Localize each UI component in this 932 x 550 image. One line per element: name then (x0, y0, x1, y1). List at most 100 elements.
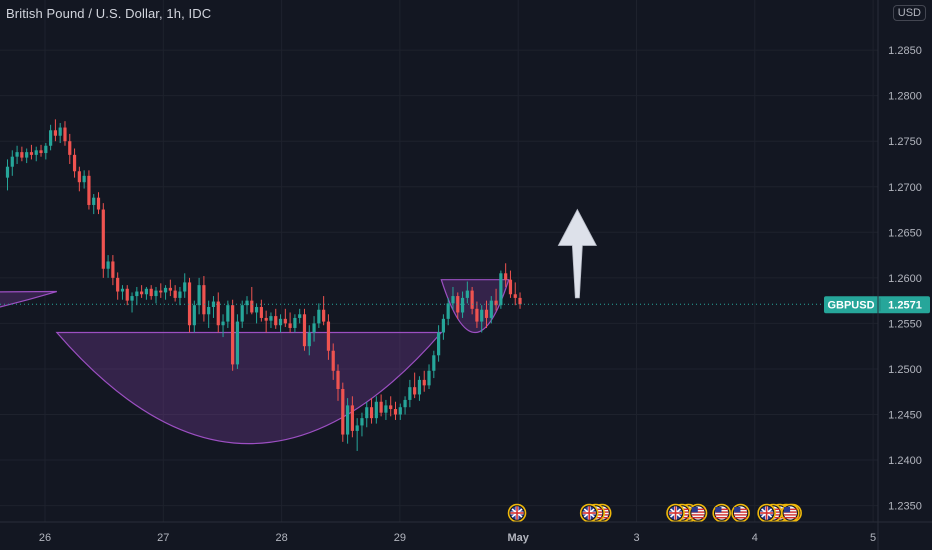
uk-flag-icon[interactable] (757, 503, 776, 523)
event-marker[interactable] (780, 503, 800, 523)
uk-flag-icon[interactable] (666, 503, 685, 523)
uk-flag-icon[interactable] (579, 503, 599, 523)
candle-body (446, 303, 450, 319)
pattern-left-cup[interactable] (0, 290, 57, 351)
candle (465, 281, 469, 304)
candle (140, 285, 144, 298)
candle (207, 300, 211, 328)
candle (168, 279, 172, 297)
candle-body (398, 407, 402, 415)
price-tick-label: 1.2500 (888, 364, 922, 376)
candle-body (130, 296, 134, 301)
candle (470, 286, 474, 315)
candle (39, 144, 43, 157)
candle-body (183, 282, 187, 292)
candle (398, 403, 402, 420)
candle (211, 296, 216, 318)
candle-body (393, 409, 398, 415)
candle-body (293, 317, 297, 328)
candle-body (39, 150, 43, 154)
candle (341, 382, 345, 442)
candle-body (29, 152, 34, 155)
candle (154, 286, 158, 304)
event-marker[interactable] (579, 503, 612, 523)
candle (307, 325, 311, 356)
candle (144, 286, 149, 300)
candle (44, 143, 48, 160)
candle-body (269, 316, 273, 321)
candle-body (475, 308, 479, 322)
candle-body (245, 300, 249, 306)
candle-body (197, 285, 201, 306)
time-tick-label: 5 (870, 532, 876, 544)
us-flag-icon[interactable] (780, 503, 800, 523)
candle-body (163, 287, 168, 293)
candle-body (82, 175, 86, 183)
candle-body (379, 401, 383, 413)
us-flag-icon[interactable] (731, 503, 750, 523)
candle-body (408, 387, 412, 400)
price-tick-label: 1.2750 (888, 136, 922, 148)
candle-body (187, 282, 192, 326)
candle-body (312, 323, 316, 333)
time-tick-label: 4 (752, 532, 758, 544)
event-marker[interactable] (712, 503, 731, 523)
candle (278, 314, 283, 333)
us-flag-icon[interactable] (712, 503, 731, 523)
candle (283, 308, 287, 328)
event-marker[interactable] (731, 503, 750, 523)
candle (58, 122, 62, 144)
cup-patterns (0, 279, 510, 445)
candle (518, 292, 522, 309)
candle-body (149, 288, 153, 297)
price-axis[interactable]: 1.2350 1.2400 1.2450 1.2500 1.2550 1.2600 1.26… (878, 0, 932, 550)
candle (413, 372, 417, 399)
candle-body (451, 296, 455, 304)
candle-body (302, 314, 307, 347)
time-tick-label: 28 (275, 532, 287, 544)
up-arrow-icon[interactable] (557, 208, 598, 299)
candle-body (518, 297, 522, 305)
candle-body (211, 301, 216, 308)
candle-body (480, 309, 484, 322)
candle (202, 276, 206, 322)
candle-body (360, 418, 364, 426)
candle (72, 148, 77, 178)
candle-body (278, 318, 283, 326)
candle-body (226, 305, 230, 322)
candle (451, 286, 455, 310)
candle-body (365, 407, 369, 419)
currency-button[interactable]: USD (892, 5, 926, 21)
candle-body (513, 294, 517, 298)
candle (10, 150, 14, 176)
event-marker[interactable] (688, 503, 708, 523)
candle-body (221, 321, 225, 326)
candle (53, 119, 57, 142)
candle (489, 296, 493, 324)
uk-flag-icon[interactable] (507, 503, 527, 523)
price-tick-label: 1.2650 (888, 227, 922, 239)
candle-body (144, 288, 149, 295)
candle (293, 314, 297, 333)
candle (437, 325, 441, 362)
event-marker[interactable] (507, 503, 527, 523)
candle (82, 170, 86, 189)
candle-body (49, 130, 53, 146)
candle (226, 300, 230, 328)
candle (417, 376, 422, 401)
time-tick-label: May (507, 532, 529, 544)
us-flag-icon[interactable] (688, 503, 708, 523)
candle-body (427, 370, 431, 386)
candle-body (178, 291, 182, 298)
candle (494, 288, 498, 311)
candle (355, 418, 359, 451)
pattern-main-cup[interactable] (55, 331, 443, 445)
candle-body (254, 307, 259, 313)
candle-body (350, 405, 354, 431)
candles (5, 119, 522, 451)
candle-body (422, 379, 426, 386)
